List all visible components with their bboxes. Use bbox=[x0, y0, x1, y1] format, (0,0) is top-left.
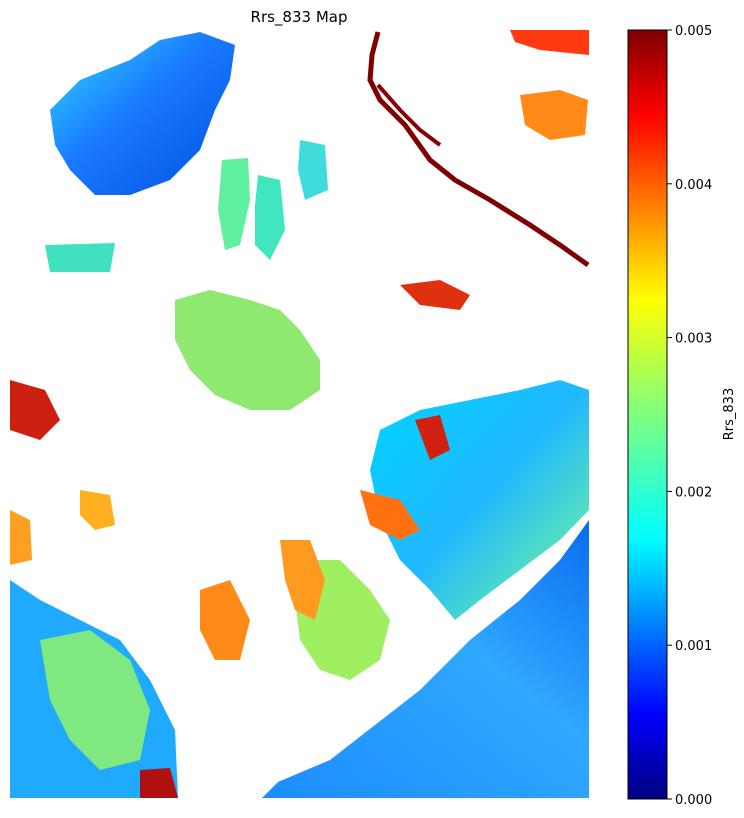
colorbar-tick-label: 0.001 bbox=[675, 639, 712, 654]
colorbar-tick-label: 0.000 bbox=[675, 793, 712, 808]
colorbar-tick-label: 0.002 bbox=[675, 485, 712, 500]
colorbar-tick-label: 0.005 bbox=[675, 24, 712, 39]
pond-1 bbox=[218, 158, 250, 250]
colorbar-gradient bbox=[627, 29, 668, 800]
orange-patch-1 bbox=[280, 540, 325, 620]
barrier-island bbox=[240, 588, 520, 798]
upper-left-lake bbox=[50, 32, 235, 195]
colorbar: 0.000 0.001 0.002 0.003 0.004 0.005 Rrs_833 bbox=[627, 24, 737, 808]
chart-title: Rrs_833 Map bbox=[251, 8, 348, 27]
colorbar-tick-label: 0.004 bbox=[675, 178, 712, 193]
left-red-speckle bbox=[10, 380, 60, 440]
map-raster bbox=[10, 30, 590, 798]
left-orange-speckle bbox=[10, 510, 32, 565]
ocean-region bbox=[240, 520, 589, 798]
pond-3 bbox=[298, 140, 328, 200]
upper-right-orange bbox=[520, 90, 588, 140]
orange-patch-3 bbox=[200, 580, 250, 660]
river-channel bbox=[367, 31, 590, 268]
lower-left-green bbox=[40, 630, 150, 770]
river-branch bbox=[376, 83, 442, 147]
orange-patch-4 bbox=[80, 490, 115, 530]
central-green-area bbox=[175, 290, 320, 410]
red-patch-3 bbox=[140, 768, 178, 798]
pond-4 bbox=[45, 243, 115, 272]
red-patch-2 bbox=[415, 415, 450, 460]
colorbar-label: Rrs_833 bbox=[722, 388, 737, 440]
pond-2 bbox=[255, 175, 285, 260]
colorbar-tick-label: 0.003 bbox=[675, 332, 712, 347]
upper-right-red bbox=[510, 30, 589, 55]
red-patch-1 bbox=[400, 280, 470, 310]
orange-patch-2 bbox=[360, 490, 420, 540]
colorbar-ticks: 0.000 0.001 0.002 0.003 0.004 0.005 bbox=[667, 24, 712, 808]
